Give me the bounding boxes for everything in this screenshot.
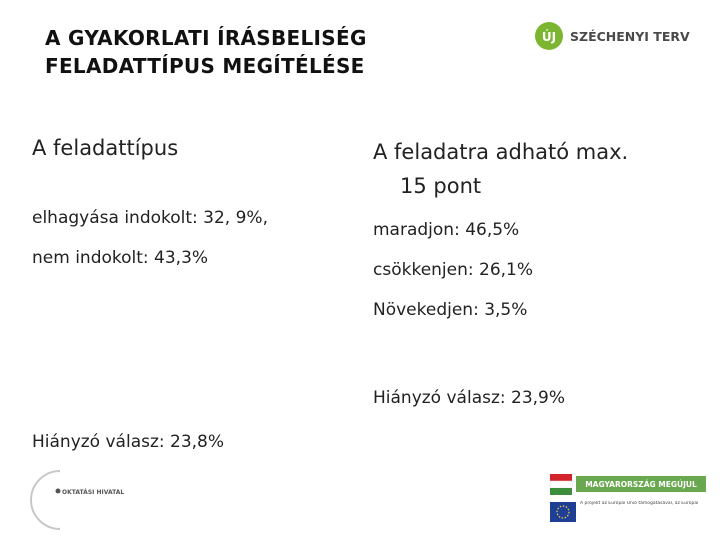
left-line: elhagyása indokolt: 32, 9%, [32, 208, 268, 228]
right-line: maradjon: 46,5% [373, 220, 520, 240]
oktatasi-text: OKTATÁSI HIVATAL [62, 489, 124, 496]
oktatasi-logo: OKTATÁSI HIVATAL [30, 470, 124, 530]
right-line: csökkenjen: 26,1% [373, 260, 534, 280]
szechenyi-logo: ÚJ SZÉCHENYI TERV [535, 22, 690, 50]
eu-note: A projekt az Európai Unió támogatásával,… [580, 501, 700, 506]
logo-text: SZÉCHENYI TERV [570, 29, 690, 44]
right-missing: Hiányzó válasz: 23,9% [373, 388, 566, 408]
footer-logos: MAGYARORSZÁG MEGÚJUL A projekt az Európa… [549, 474, 706, 522]
title-line: A GYAKORLATI ÍRÁSBELISÉG [45, 26, 367, 50]
banner-text: MAGYARORSZÁG MEGÚJUL [585, 480, 697, 489]
logo-badge: ÚJ [542, 29, 556, 44]
left-line: nem indokolt: 43,3% [32, 248, 209, 268]
right-line: Növekedjen: 3,5% [373, 300, 528, 320]
title-line: FELADATTÍPUS MEGÍTÉLÉSE [45, 54, 365, 78]
left-heading: A feladattípus [32, 136, 179, 160]
right-heading: 15 pont [400, 174, 482, 198]
right-heading: A feladatra adható max. [373, 140, 629, 164]
left-missing: Hiányzó válasz: 23,8% [32, 432, 225, 452]
